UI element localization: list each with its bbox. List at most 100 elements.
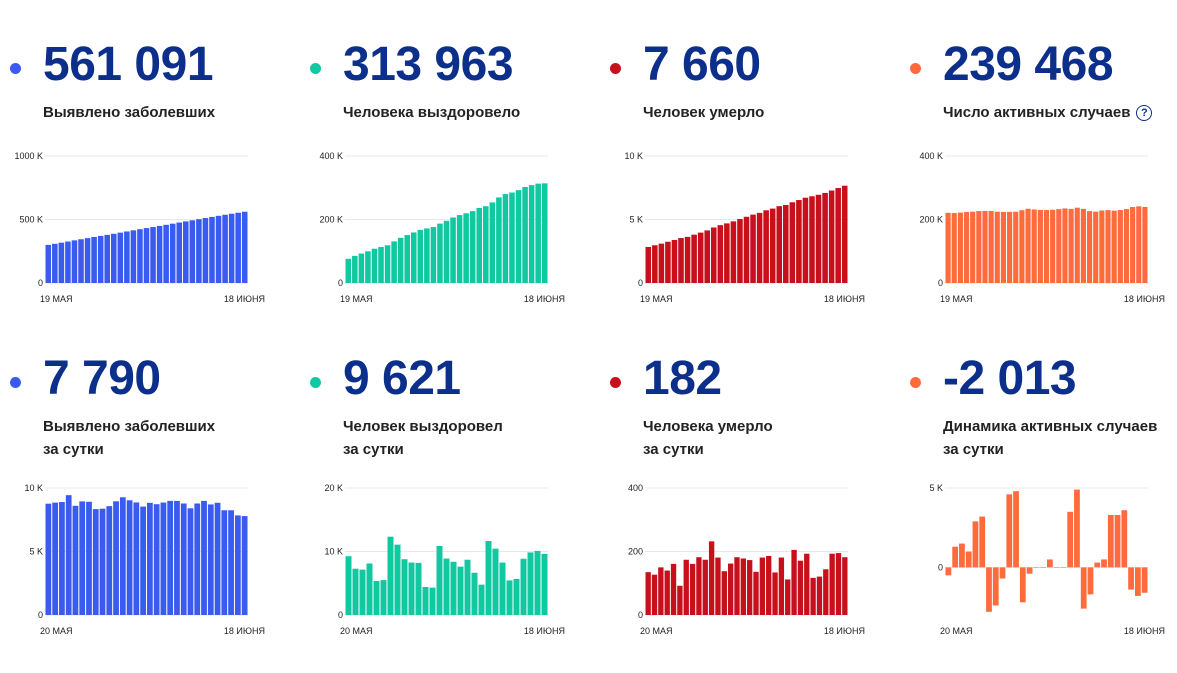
y-tick-label: 5 K: [29, 547, 43, 557]
bar: [417, 229, 424, 283]
bar: [677, 585, 683, 615]
x-start-label: 20 МАЯ: [40, 626, 73, 636]
stat-label: Число активных случаев?: [943, 101, 1153, 124]
color-dot: [310, 377, 321, 388]
bar: [721, 571, 727, 615]
bar: [759, 557, 766, 615]
y-tick-label: 200 K: [919, 215, 943, 225]
bar: [778, 557, 785, 615]
stat-label-line1: Число активных случаев: [943, 104, 1131, 121]
bar: [691, 234, 697, 283]
stat-label-line2: за сутки: [343, 441, 404, 458]
bar: [408, 562, 415, 615]
color-dot: [10, 63, 21, 74]
stat-card: 561 091 Выявлено заболевших 0 500 K 1000 K 19…: [10, 38, 270, 358]
x-start-label: 19 МАЯ: [340, 294, 373, 304]
bar: [483, 206, 489, 283]
bar: [65, 495, 72, 615]
bar: [404, 235, 410, 283]
bar: [658, 567, 664, 615]
bar: [104, 234, 110, 283]
bar: [651, 574, 658, 615]
bar: [1099, 210, 1105, 283]
bar: [137, 229, 143, 283]
bar: [394, 544, 401, 615]
bar: [513, 578, 520, 615]
bar: [1025, 208, 1031, 283]
bar: [241, 516, 248, 615]
bar: [769, 208, 776, 283]
bar: [202, 218, 209, 283]
bar: [58, 242, 65, 283]
stat-label: Человека выздоровело: [343, 101, 520, 124]
bar: [763, 210, 769, 283]
bar: [180, 503, 187, 615]
bar: [456, 215, 463, 283]
bar: [785, 579, 791, 615]
bar: [750, 214, 756, 283]
bar: [772, 572, 778, 615]
bar: [373, 580, 380, 615]
stat-card: 7 660 Человек умерло 0 5 K 10 K 19 МАЯ 18 ИЮНЯ: [610, 38, 870, 358]
bar: [1105, 210, 1111, 283]
bar: [380, 580, 387, 615]
stat-label: Выявлено заболевших за сутки: [43, 415, 215, 461]
bar-chart: 0 5 K 10 K 20 МАЯ 18 ИЮНЯ: [24, 483, 265, 636]
bar: [358, 253, 365, 283]
bar: [1031, 209, 1037, 283]
bar: [410, 232, 417, 283]
stat-label-line1: Человека выздоровело: [343, 104, 521, 121]
bar: [783, 204, 789, 283]
bar: [221, 510, 228, 615]
bar: [352, 255, 358, 283]
bar: [443, 220, 450, 283]
stat-label: Человек выздоровел за сутки: [343, 415, 503, 461]
bar: [1087, 567, 1094, 595]
stat-label-line1: Выявлено заболевших: [43, 104, 216, 121]
bar: [228, 213, 235, 283]
bar: [747, 560, 753, 615]
bar: [345, 556, 352, 615]
bar: [520, 558, 527, 615]
bar: [740, 558, 746, 615]
bar: [1013, 211, 1019, 283]
stat-label: Человек умерло: [643, 101, 764, 124]
bar: [1013, 491, 1019, 568]
bar: [696, 557, 702, 615]
y-tick-label: 0: [638, 610, 643, 620]
bar: [992, 567, 999, 606]
bar: [1060, 567, 1067, 568]
stat-value: 561 091: [43, 38, 214, 91]
bar: [150, 227, 156, 283]
bar: [471, 572, 478, 615]
y-tick-label: 500 K: [19, 215, 43, 225]
help-icon[interactable]: ?: [1136, 105, 1153, 121]
bar: [214, 502, 221, 615]
bar: [489, 202, 496, 283]
bar: [160, 502, 167, 615]
bar: [194, 503, 201, 615]
bar: [945, 567, 952, 576]
x-end-label: 18 ИЮНЯ: [1124, 294, 1165, 304]
stat-card: 182 Человека умерло за сутки 0 200 400 20 МАЯ 1…: [610, 352, 870, 672]
bar: [684, 236, 691, 283]
bar: [1000, 211, 1007, 283]
y-tick-label: 0: [38, 278, 43, 288]
stat-label-line2: за сутки: [43, 441, 104, 458]
bar: [430, 227, 437, 283]
bar: [207, 504, 214, 615]
bar: [1062, 208, 1068, 283]
bar: [702, 559, 708, 615]
color-dot: [910, 63, 921, 74]
bar: [222, 214, 228, 283]
bar: [71, 240, 78, 283]
x-end-label: 18 ИЮНЯ: [524, 294, 565, 304]
bar: [1067, 511, 1074, 568]
x-start-label: 20 МАЯ: [940, 626, 973, 636]
bar-chart: 0 10 K 20 K 20 МАЯ 18 ИЮНЯ: [324, 483, 565, 636]
y-tick-label: 20 K: [324, 483, 343, 493]
bar: [515, 190, 522, 283]
bar: [999, 567, 1006, 579]
bar: [371, 248, 378, 283]
bar: [1007, 211, 1013, 283]
